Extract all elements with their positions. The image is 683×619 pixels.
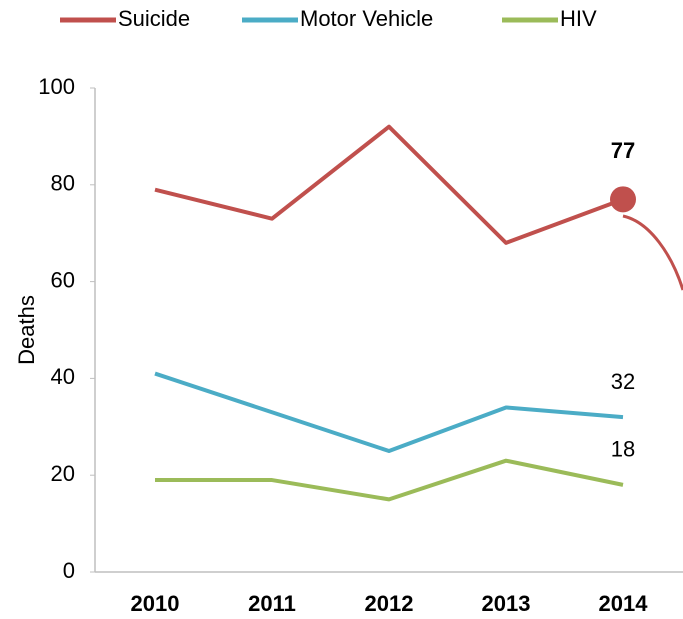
legend-label: Suicide: [118, 6, 190, 31]
callout-curve: [622, 214, 683, 291]
series-line: [154, 371, 624, 453]
y-axis-label: Deaths: [14, 295, 39, 365]
x-tick-label: 2014: [599, 591, 649, 616]
data-label: 77: [611, 138, 635, 163]
y-tick-label: 80: [51, 171, 75, 196]
x-tick-label: 2011: [248, 591, 296, 616]
legend-label: HIV: [560, 6, 597, 31]
series-line: [154, 124, 624, 245]
x-tick-label: 2010: [131, 591, 180, 616]
x-tick-label: 2013: [482, 591, 531, 616]
x-tick-label: 2012: [365, 591, 414, 616]
y-tick-label: 0: [63, 558, 75, 583]
data-label: 32: [611, 369, 635, 394]
y-tick-label: 20: [51, 461, 75, 486]
y-tick-label: 40: [51, 364, 75, 389]
y-tick-label: 100: [38, 74, 75, 99]
y-tick-label: 60: [51, 267, 75, 292]
series-line: [155, 458, 624, 502]
highlight-point: [610, 186, 636, 213]
data-label: 18: [611, 437, 635, 462]
legend-label: Motor Vehicle: [300, 6, 433, 31]
